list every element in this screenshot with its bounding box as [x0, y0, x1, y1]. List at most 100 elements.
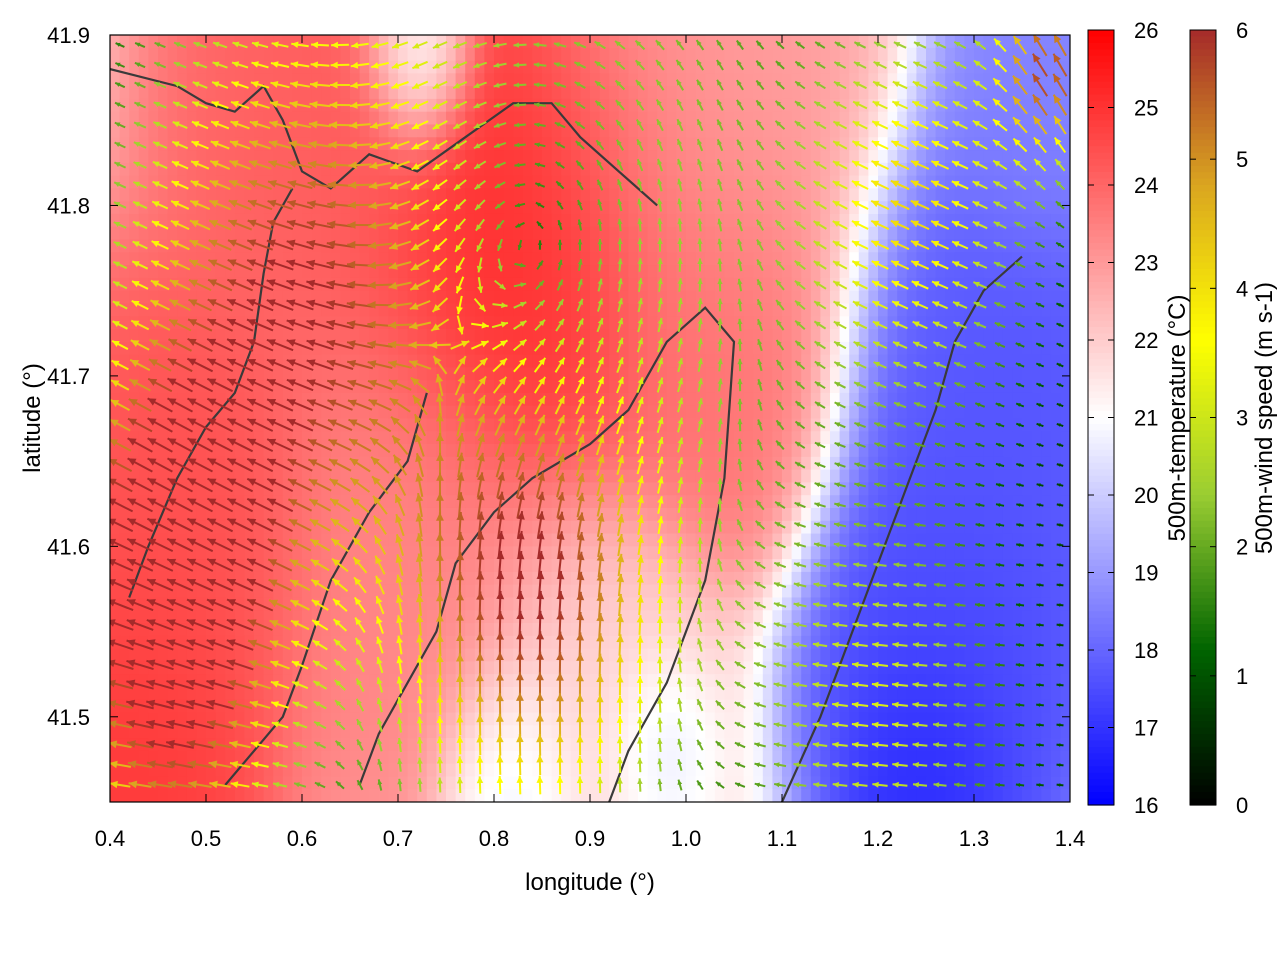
wind-arrow — [475, 433, 485, 457]
wind-arrow — [677, 437, 684, 453]
wind-arrow — [474, 413, 486, 437]
wind-arrow — [890, 159, 910, 171]
wind-arrow — [617, 297, 623, 313]
wind-arrow — [992, 97, 1008, 113]
wind-arrow — [307, 160, 333, 169]
wind-arrow — [833, 300, 847, 310]
wind-arrow — [535, 201, 545, 209]
wind-arrow — [453, 355, 467, 375]
wind-arrow — [636, 615, 644, 635]
wind-arrow — [473, 81, 487, 89]
wind-arrow — [697, 577, 703, 593]
wind-arrow — [974, 782, 986, 788]
wind-arrow — [476, 776, 484, 794]
wind-arrow — [931, 280, 949, 290]
wind-arrow — [456, 413, 465, 437]
wind-arrow — [267, 558, 293, 572]
wind-arrow — [1012, 95, 1028, 115]
wind-arrow — [432, 218, 448, 232]
wind-arrow — [774, 159, 786, 171]
wind-arrow — [347, 379, 373, 391]
wind-arrow — [476, 472, 485, 498]
wind-arrow — [110, 498, 134, 513]
wind-arrow — [110, 418, 131, 432]
wind-arrow — [492, 302, 508, 309]
wind-arrow — [307, 418, 333, 432]
wind-arrow — [832, 180, 848, 190]
wind-arrow — [556, 472, 565, 498]
wind-arrow — [616, 494, 625, 516]
wind-arrow — [853, 562, 867, 568]
wind-arrow — [354, 637, 366, 653]
wind-arrow — [852, 781, 868, 788]
wind-arrow — [913, 41, 927, 49]
wind-arrow — [756, 439, 764, 451]
wind-arrow — [677, 576, 684, 594]
wind-arrow — [187, 457, 213, 473]
wind-arrow — [717, 378, 723, 392]
wind-arrow — [231, 81, 249, 89]
wind-arrow — [792, 682, 808, 688]
wind-arrow — [474, 199, 486, 211]
wind-arrow — [1053, 35, 1067, 57]
wind-arrow — [656, 138, 664, 152]
wind-arrow — [794, 522, 806, 528]
wind-arrow — [330, 81, 350, 89]
wind-arrow — [133, 101, 147, 109]
wind-arrow — [834, 462, 846, 468]
wind-arrow — [634, 39, 646, 51]
wind-arrow — [616, 553, 625, 577]
wind-arrow — [493, 376, 507, 394]
wind-arrow — [1036, 703, 1044, 707]
wind-arrow — [308, 478, 332, 492]
wind-arrow — [226, 338, 254, 352]
wind-arrow — [675, 59, 685, 71]
wind-arrow — [113, 181, 127, 189]
wind-arrow — [575, 414, 585, 436]
wind-arrow — [974, 642, 986, 648]
wind-arrow — [376, 697, 383, 713]
wind-speed-colorbar-tick-label: 4 — [1236, 276, 1248, 301]
wind-arrow — [208, 239, 232, 251]
wind-arrow — [717, 318, 723, 332]
wind-arrow — [873, 502, 887, 508]
wind-arrow — [891, 681, 909, 688]
wind-arrow — [1036, 543, 1044, 547]
wind-arrow — [286, 438, 314, 452]
wind-arrow — [391, 81, 409, 89]
wind-arrow — [914, 422, 926, 428]
wind-arrow — [715, 720, 725, 730]
wind-arrow — [167, 417, 193, 433]
wind-arrow — [351, 516, 369, 534]
wind-arrow — [206, 537, 234, 553]
wind-arrow — [951, 140, 969, 150]
wind-arrow — [596, 513, 605, 537]
wind-arrow — [832, 782, 848, 788]
wind-arrow — [597, 258, 603, 272]
wind-arrow — [268, 140, 292, 150]
wind-arrow — [367, 281, 393, 290]
wind-arrow — [329, 498, 351, 512]
wind-arrow — [227, 258, 253, 272]
wind-arrow — [616, 376, 624, 394]
wind-arrow — [409, 279, 431, 291]
wind-arrow — [147, 477, 173, 493]
wind-arrow — [330, 61, 350, 69]
wind-arrow — [1016, 543, 1024, 547]
wind-arrow — [637, 238, 643, 252]
wind-arrow — [293, 741, 307, 749]
wind-arrow — [1015, 763, 1025, 767]
wind-arrow — [270, 701, 290, 709]
wind-arrow — [514, 142, 526, 148]
wind-arrow — [677, 158, 683, 172]
wind-arrow — [595, 395, 605, 415]
wind-arrow — [211, 81, 229, 89]
wind-arrow — [250, 81, 270, 89]
wind-arrow — [737, 258, 743, 272]
wind-arrow — [270, 81, 290, 89]
wind-arrow — [832, 240, 848, 250]
wind-arrow — [493, 82, 507, 88]
wind-arrow — [408, 341, 432, 349]
wind-arrow — [246, 398, 274, 412]
wind-arrow — [755, 219, 765, 231]
